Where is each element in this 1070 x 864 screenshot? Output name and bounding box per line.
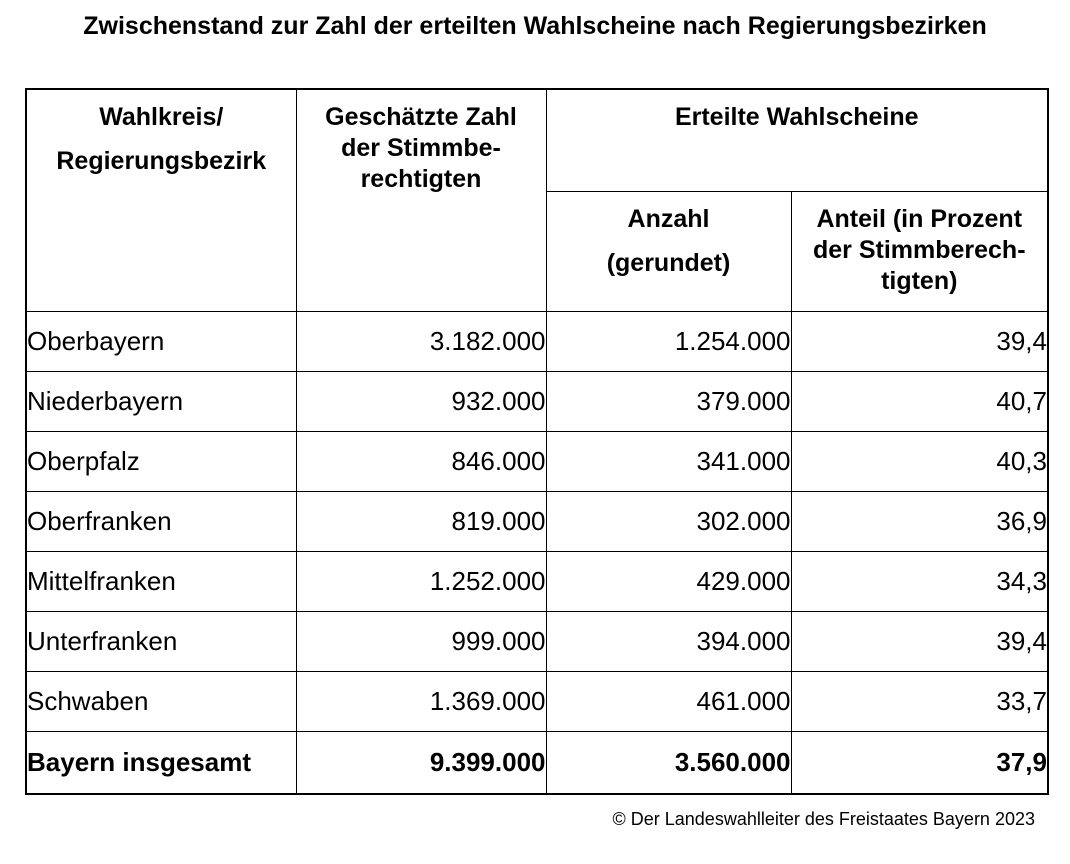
region-cell: Oberfranken	[25, 491, 297, 553]
column-header-region-line1: Wahlkreis/	[99, 102, 224, 131]
count-cell: 379.000	[545, 371, 792, 433]
eligible-cell: 3.182.000	[295, 311, 547, 373]
count-cell-total: 3.560.000	[545, 731, 792, 795]
wahlscheine-table: Wahlkreis/ Regierungsbezirk Geschätzte Z…	[25, 87, 1049, 795]
region-cell: Oberpfalz	[25, 431, 297, 493]
count-cell: 461.000	[545, 671, 792, 733]
region-cell: Schwaben	[25, 671, 297, 733]
eligible-cell: 846.000	[295, 431, 547, 493]
table-row-niederbayern: Niederbayern 932.000 379.000 40,7	[25, 371, 1049, 433]
eligible-cell: 819.000	[295, 491, 547, 553]
share-cell: 36,9	[790, 491, 1049, 553]
table-row-oberpfalz: Oberpfalz 846.000 341.000 40,3	[25, 431, 1049, 493]
eligible-cell: 1.252.000	[295, 551, 547, 613]
table-row-oberbayern: Oberbayern 3.182.000 1.254.000 39,4	[25, 311, 1049, 373]
region-cell: Unterfranken	[25, 611, 297, 673]
page-title: Zwischenstand zur Zahl der erteilten Wah…	[83, 12, 987, 40]
copyright-notice: © Der Landeswahlleiter des Freistaates B…	[612, 808, 1036, 829]
eligible-cell: 999.000	[295, 611, 547, 673]
table-row-mittelfranken: Mittelfranken 1.252.000 429.000 34,3	[25, 551, 1049, 613]
header-row-top: Wahlkreis/ Regierungsbezirk Geschätzte Z…	[25, 88, 1049, 313]
column-header-share: Anteil (in Prozent der Stimmberech- tigt…	[790, 191, 1049, 313]
region-cell: Niederbayern	[25, 371, 297, 433]
column-header-count-line2: (gerundet)	[606, 249, 731, 278]
count-cell: 394.000	[545, 611, 792, 673]
share-cell: 40,3	[790, 431, 1049, 493]
share-cell: 34,3	[790, 551, 1049, 613]
count-cell: 1.254.000	[545, 311, 792, 373]
share-cell-total: 37,9	[790, 731, 1049, 795]
column-header-region-line2: Regierungsbezirk	[56, 146, 267, 175]
table-row-oberfranken: Oberfranken 819.000 302.000 36,9	[25, 491, 1049, 553]
region-cell: Oberbayern	[25, 311, 297, 373]
table-row-unterfranken: Unterfranken 999.000 394.000 39,4	[25, 611, 1049, 673]
eligible-cell: 932.000	[295, 371, 547, 433]
column-header-issued-group: Erteilte Wahlscheine	[545, 88, 1049, 193]
eligible-cell-total: 9.399.000	[295, 731, 547, 795]
count-cell: 302.000	[545, 491, 792, 553]
count-cell: 341.000	[545, 431, 792, 493]
table-row-schwaben: Schwaben 1.369.000 461.000 33,7	[25, 671, 1049, 733]
column-header-count-line1: Anzahl	[627, 205, 710, 234]
region-cell-total: Bayern insgesamt	[25, 731, 297, 795]
share-cell: 33,7	[790, 671, 1049, 733]
table-row-total: Bayern insgesamt 9.399.000 3.560.000 37,…	[25, 731, 1049, 795]
column-header-eligible: Geschätzte Zahl der Stimmbe- rechtigten	[295, 88, 547, 313]
eligible-cell: 1.369.000	[295, 671, 547, 733]
share-cell: 39,4	[790, 311, 1049, 373]
count-cell: 429.000	[545, 551, 792, 613]
region-cell: Mittelfranken	[25, 551, 297, 613]
share-cell: 40,7	[790, 371, 1049, 433]
column-header-count: Anzahl (gerundet)	[545, 191, 792, 313]
share-cell: 39,4	[790, 611, 1049, 673]
column-header-region: Wahlkreis/ Regierungsbezirk	[25, 88, 297, 313]
